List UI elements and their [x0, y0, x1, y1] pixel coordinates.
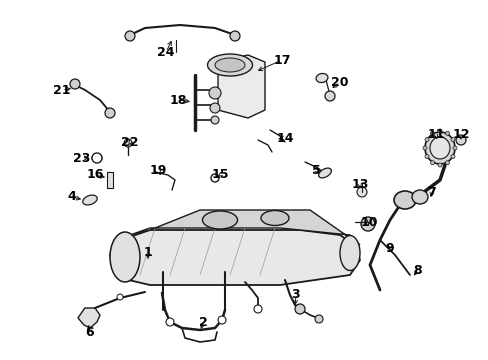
Ellipse shape [207, 54, 252, 76]
Text: 7: 7 [427, 185, 435, 198]
Circle shape [117, 294, 123, 300]
Text: 4: 4 [67, 190, 76, 203]
Circle shape [92, 153, 102, 163]
Text: 15: 15 [211, 168, 228, 181]
Circle shape [125, 31, 135, 41]
Ellipse shape [215, 58, 244, 72]
Circle shape [437, 129, 441, 133]
Circle shape [70, 79, 80, 89]
Circle shape [445, 161, 448, 165]
Ellipse shape [339, 235, 359, 270]
Circle shape [124, 139, 132, 147]
Text: 22: 22 [121, 136, 139, 149]
Ellipse shape [424, 132, 454, 164]
Ellipse shape [92, 154, 102, 162]
Ellipse shape [429, 137, 449, 159]
Circle shape [424, 154, 428, 158]
Text: 17: 17 [273, 54, 290, 67]
Text: 10: 10 [360, 216, 377, 229]
Circle shape [229, 31, 240, 41]
Ellipse shape [202, 211, 237, 229]
Circle shape [165, 318, 174, 326]
Circle shape [314, 315, 323, 323]
Polygon shape [110, 230, 359, 285]
Text: 2: 2 [198, 316, 207, 329]
Ellipse shape [393, 191, 415, 209]
Text: 24: 24 [157, 45, 174, 58]
Ellipse shape [318, 168, 331, 178]
Circle shape [429, 161, 434, 165]
Circle shape [356, 187, 366, 197]
Bar [107, 172, 113, 188]
Polygon shape [130, 210, 359, 245]
Ellipse shape [411, 190, 427, 204]
Text: 5: 5 [311, 163, 320, 176]
Circle shape [253, 305, 262, 313]
Circle shape [105, 108, 115, 118]
Circle shape [455, 135, 465, 145]
Text: 16: 16 [86, 168, 103, 181]
Ellipse shape [110, 232, 140, 282]
Text: 21: 21 [53, 84, 71, 96]
Circle shape [325, 91, 334, 101]
Circle shape [452, 146, 456, 150]
Circle shape [294, 304, 305, 314]
Circle shape [360, 217, 374, 231]
Circle shape [424, 138, 428, 141]
Text: 23: 23 [73, 152, 90, 165]
Ellipse shape [315, 73, 327, 82]
Text: 1: 1 [143, 247, 152, 260]
Circle shape [450, 138, 454, 141]
Polygon shape [218, 55, 264, 118]
Circle shape [218, 316, 225, 324]
Text: 11: 11 [427, 129, 444, 141]
Ellipse shape [82, 195, 97, 205]
Text: 14: 14 [276, 131, 293, 144]
Circle shape [445, 131, 448, 135]
Text: 13: 13 [350, 179, 368, 192]
Polygon shape [78, 308, 100, 328]
Text: 6: 6 [85, 327, 94, 339]
Circle shape [450, 154, 454, 158]
Text: 9: 9 [385, 242, 393, 255]
Text: 20: 20 [330, 76, 348, 89]
Circle shape [429, 131, 434, 135]
Circle shape [210, 116, 219, 124]
Circle shape [210, 174, 219, 182]
Text: 12: 12 [451, 129, 469, 141]
Circle shape [208, 87, 221, 99]
Circle shape [437, 163, 441, 167]
Ellipse shape [261, 211, 288, 225]
Circle shape [209, 103, 220, 113]
Text: 3: 3 [291, 288, 300, 302]
Text: 18: 18 [169, 94, 186, 107]
Circle shape [422, 146, 426, 150]
Text: 19: 19 [149, 163, 166, 176]
Text: 8: 8 [413, 264, 422, 276]
